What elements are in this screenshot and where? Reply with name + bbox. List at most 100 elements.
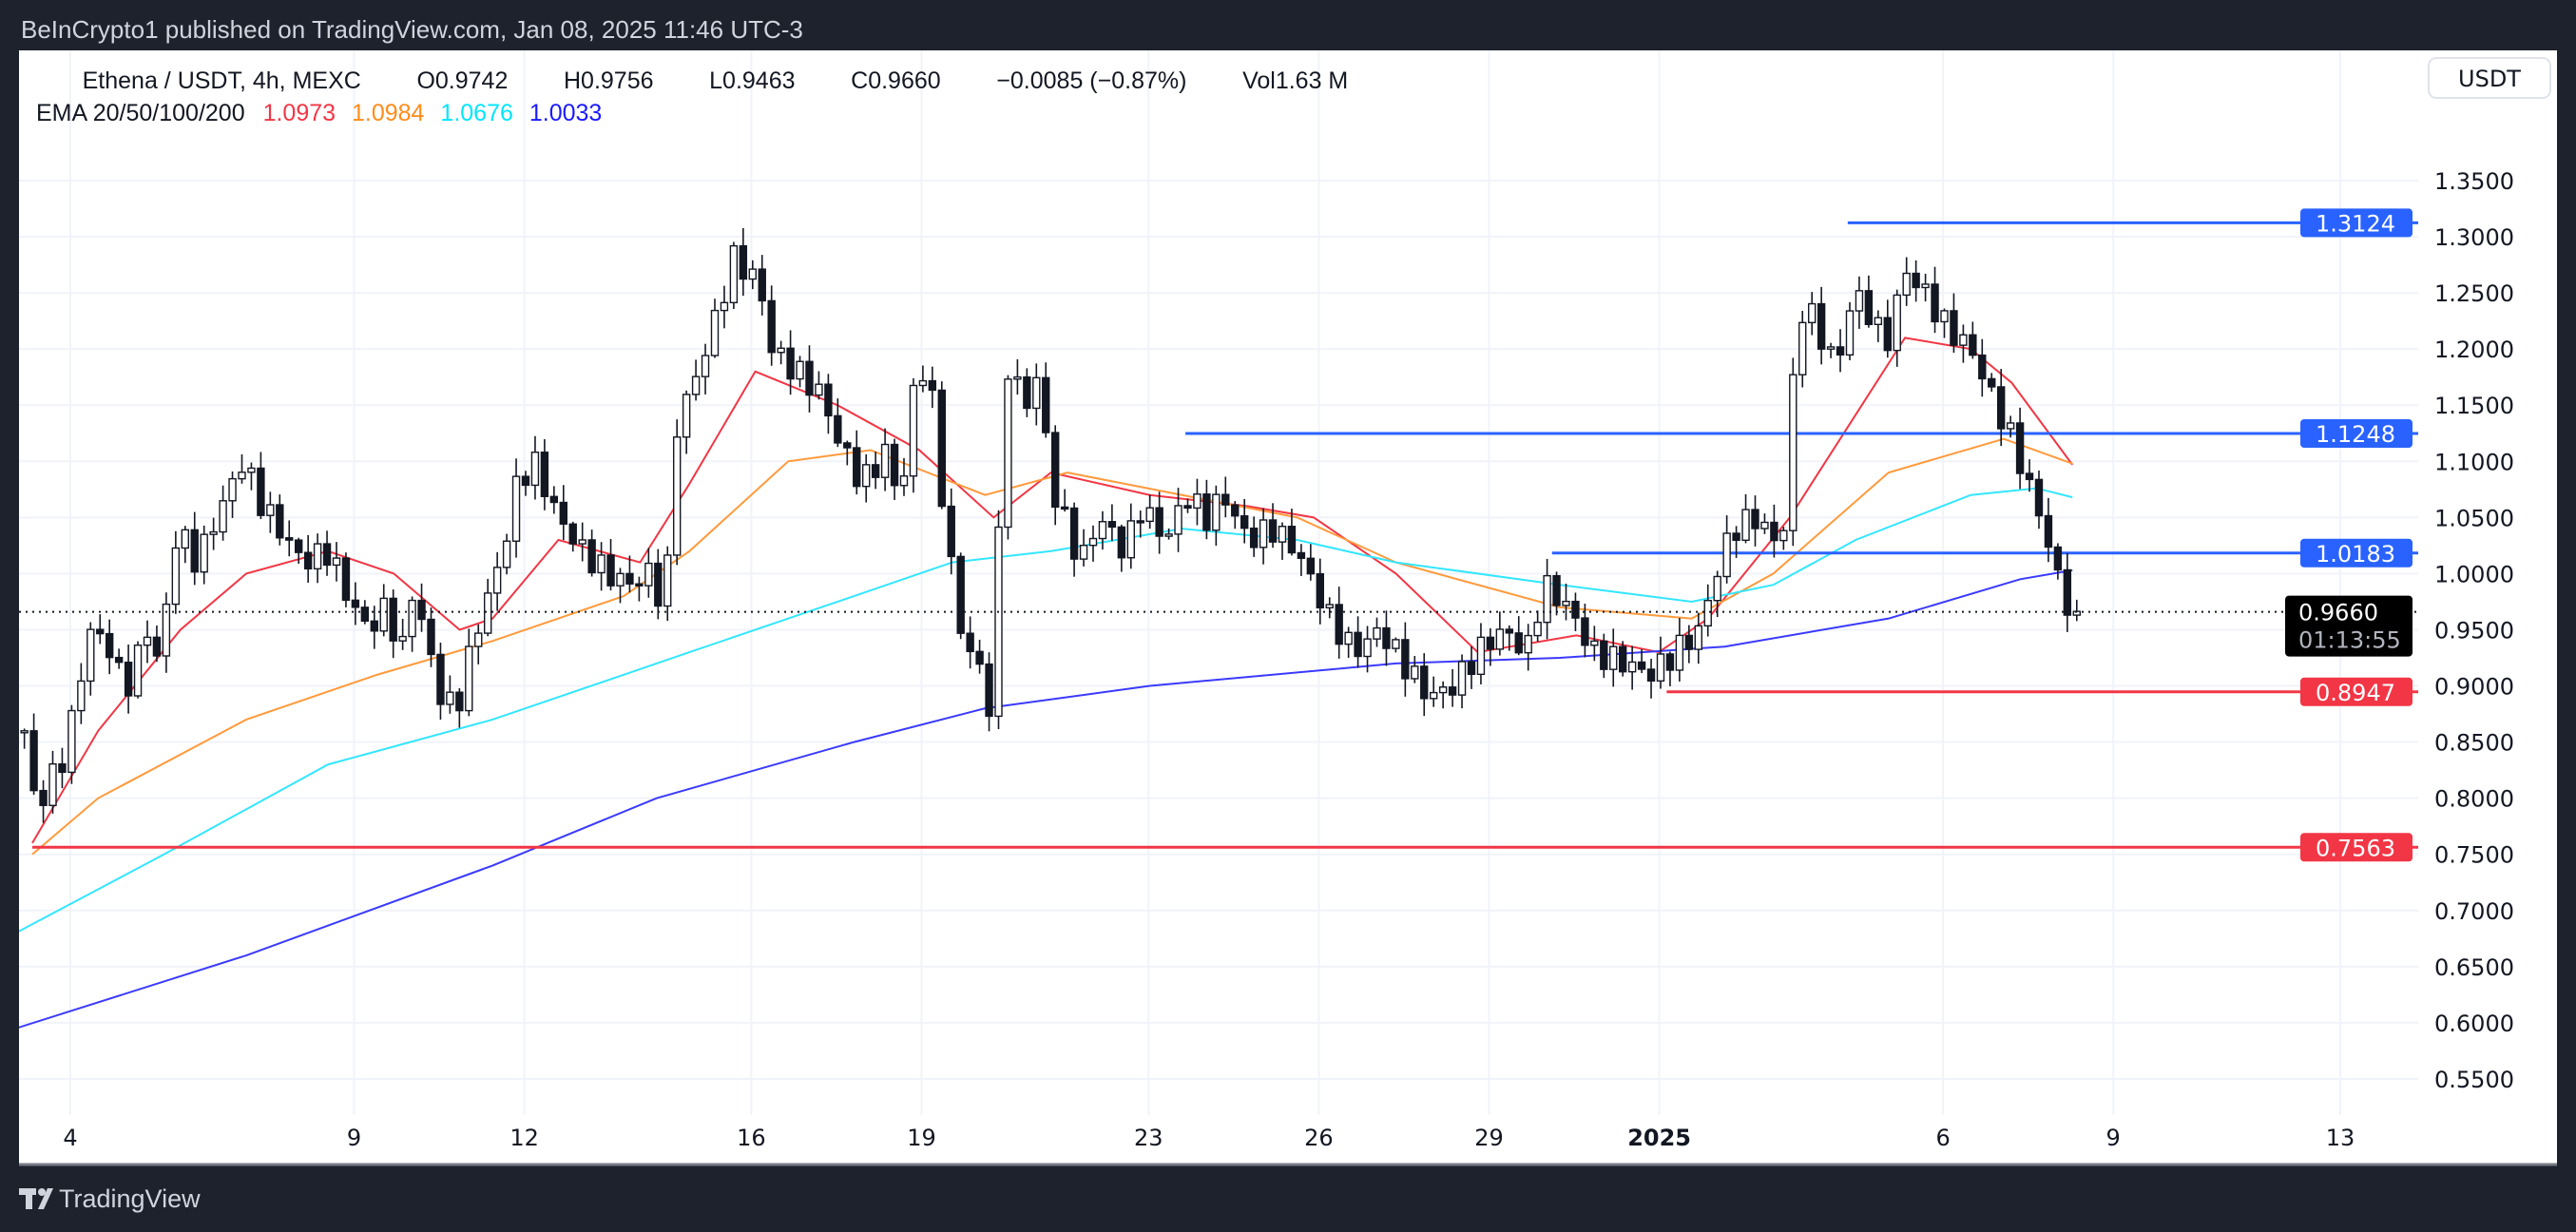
candle: [1902, 257, 1911, 306]
candle-body: [389, 597, 397, 642]
candle-body: [918, 379, 928, 387]
candle-body: [124, 661, 133, 697]
candle: [1533, 610, 1542, 643]
candle: [834, 398, 842, 448]
candle-body: [1136, 520, 1144, 524]
candle: [1278, 522, 1287, 560]
ema-line-ema200: [19, 568, 2073, 1029]
candle: [871, 452, 880, 490]
candle: [276, 494, 284, 546]
candle-body: [815, 383, 823, 396]
candle: [1316, 558, 1324, 625]
candle: [861, 454, 871, 503]
candle-body: [777, 347, 785, 354]
candle: [1335, 587, 1343, 659]
candle-body: [152, 636, 162, 657]
candle-body: [1779, 529, 1788, 542]
candle-body: [1438, 686, 1448, 694]
candle: [1713, 570, 1721, 618]
price-tick: 1.0500: [2434, 505, 2514, 531]
candle-body: [720, 301, 729, 312]
candle-body: [77, 680, 86, 712]
candle-body: [758, 268, 766, 302]
candle: [313, 533, 322, 584]
candle: [843, 440, 852, 466]
candle: [162, 592, 171, 673]
candle-body: [285, 537, 294, 541]
candle-body: [890, 443, 899, 487]
candle-body: [1627, 661, 1637, 673]
candle-body: [398, 635, 407, 642]
candle: [1609, 628, 1618, 687]
candle-body: [1297, 551, 1306, 559]
candle-body: [1032, 376, 1041, 410]
candle-body: [559, 501, 567, 525]
candle-body: [1996, 386, 2006, 430]
candle-body: [1164, 533, 1173, 537]
candle: [1627, 645, 1637, 690]
candle: [767, 285, 776, 366]
candle-body: [1126, 520, 1135, 559]
ema-lines: [19, 337, 2074, 1029]
candle: [1807, 292, 1817, 336]
candle-body: [114, 656, 124, 664]
candle: [1798, 311, 1807, 388]
candle: [1174, 488, 1182, 552]
candle-body: [616, 572, 625, 587]
candle: [1524, 624, 1532, 671]
candle-body: [511, 475, 521, 542]
candle-body: [1088, 537, 1098, 547]
countdown: 01:13:55: [2298, 627, 2401, 654]
candle: [966, 616, 974, 669]
candle: [257, 452, 265, 520]
candle: [701, 343, 710, 395]
candle: [351, 582, 360, 626]
ema-label[interactable]: EMA 20/50/100/200: [36, 100, 245, 126]
candle: [549, 486, 559, 514]
candle-body: [1722, 532, 1731, 578]
candle-body: [739, 244, 748, 280]
currency-button[interactable]: USDT: [2428, 57, 2551, 99]
candle: [1694, 612, 1702, 664]
level-label-box: [2300, 419, 2413, 449]
symbol-info[interactable]: Ethena / USDT, 4h, MEXC: [83, 67, 361, 94]
candle-body: [1183, 505, 1192, 510]
date-tick: 9: [347, 1125, 361, 1151]
candle-body: [2063, 568, 2072, 616]
candle-body: [1694, 625, 1702, 650]
price-tick: 0.6500: [2434, 954, 2514, 981]
candle: [1411, 656, 1419, 683]
candle-body: [1354, 631, 1362, 658]
candle-body: [303, 551, 313, 570]
date-tick: 26: [1304, 1125, 1334, 1151]
candle-body: [1335, 604, 1343, 645]
candle-body: [29, 730, 38, 792]
candle: [947, 488, 955, 575]
candle-body: [1902, 272, 1911, 297]
candle: [105, 619, 114, 675]
currency-label[interactable]: USDT: [2458, 66, 2521, 92]
price-axis[interactable]: 1.3500 1.3000 1.2500 1.2000 1.1500 1.1000 1.05…: [2434, 168, 2514, 1093]
candle: [1249, 516, 1259, 557]
candle: [1155, 491, 1163, 554]
candle-body: [417, 599, 426, 621]
candle-body: [1344, 631, 1353, 645]
candle-body: [1514, 632, 1523, 654]
time-axis[interactable]: 4 9 12 16 19 23 26 29 2025 6 9 13: [63, 1125, 2355, 1151]
candle-body: [1533, 621, 1542, 637]
tradingview-logo[interactable]: TradingView: [19, 1184, 201, 1213]
candle: [530, 435, 540, 500]
candle: [1382, 610, 1391, 666]
candle: [937, 381, 946, 510]
candle: [1883, 299, 1892, 358]
candle: [1202, 479, 1211, 540]
candle-body: [1637, 661, 1646, 670]
candle: [1069, 502, 1079, 577]
candle: [691, 359, 701, 401]
legend: Ethena / USDT, 4h, MEXC O0.9742 H0.9756 …: [36, 67, 1348, 126]
candle-body: [625, 572, 634, 585]
candle-body: [1912, 272, 1920, 289]
candle-body: [133, 644, 143, 697]
level-label: 0.8947: [2316, 680, 2395, 706]
candle: [1259, 508, 1268, 565]
